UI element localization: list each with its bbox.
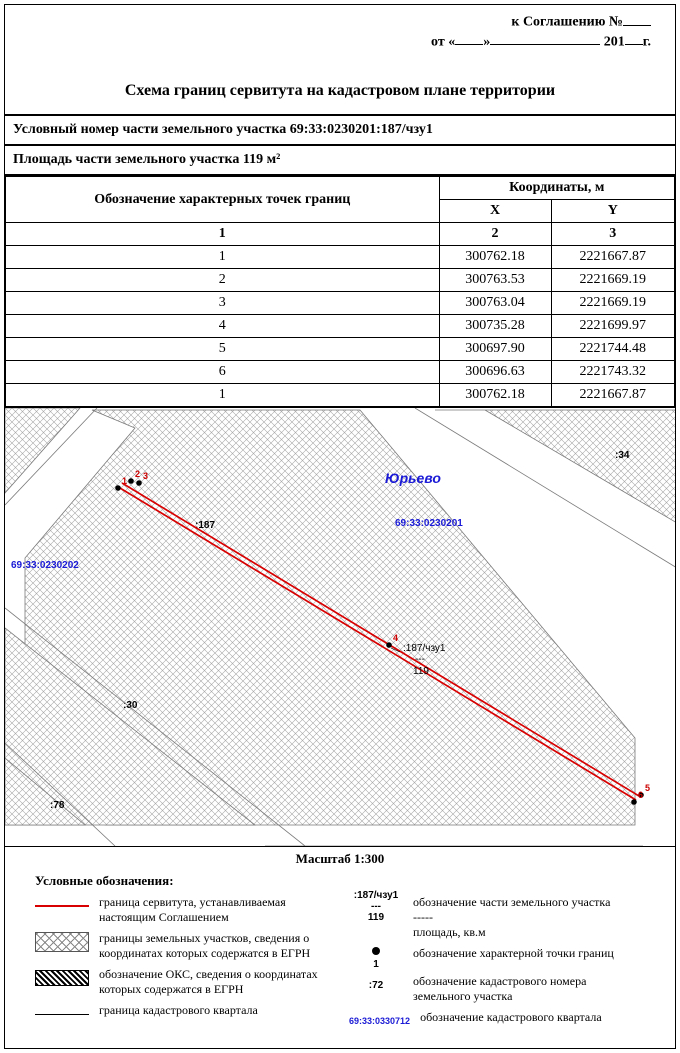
svg-text::30: :30 [123, 700, 138, 711]
col-y: Y [551, 200, 674, 223]
legend-symbol: 1 [349, 946, 403, 968]
table-cell: 6 [6, 361, 440, 384]
table-cell: 300762.18 [439, 246, 551, 269]
legend-symbol [35, 931, 89, 953]
table-cell: 2221744.48 [551, 338, 674, 361]
table-cell: 1 [6, 384, 440, 407]
table-cell: 2221743.32 [551, 361, 674, 384]
table-cell: 300735.28 [439, 315, 551, 338]
legend-title: Условные обозначения: [35, 873, 645, 889]
table-cell: 2221669.19 [551, 269, 674, 292]
legend-text: граница кадастрового квартала [99, 1003, 331, 1018]
table-cell: 300763.04 [439, 292, 551, 315]
col-point-header: Обозначение характерных точек границ [6, 177, 440, 223]
table-row: 4300735.282221699.97 [6, 315, 675, 338]
svg-text:6: 6 [638, 790, 643, 800]
legend: Условные обозначения: граница сервитута,… [5, 873, 675, 1048]
document-title: Схема границ сервитута на кадастровом пл… [5, 54, 675, 114]
legend-symbol: 69:33:0330712 [349, 1010, 410, 1032]
svg-text:1: 1 [122, 476, 127, 486]
legend-row: границы земельных участков, сведения о к… [35, 931, 331, 961]
year-blank [625, 33, 643, 46]
document-page: к Соглашению № от «» 201г. Схема границ … [4, 4, 676, 1049]
legend-symbol: :187/чзу1---119 [349, 895, 403, 917]
svg-text:Юрьево: Юрьево [385, 470, 441, 486]
svg-text:69:33:0230202: 69:33:0230202 [11, 560, 79, 571]
svg-text:69:33:0230201: 69:33:0230201 [395, 518, 463, 529]
table-row: 3300763.042221669.19 [6, 292, 675, 315]
svg-text:5: 5 [645, 783, 650, 793]
legend-text: обозначение кадастрового номера земельно… [413, 974, 645, 1004]
legend-row: 69:33:0330712 обозначение кадастрового кв… [349, 1010, 645, 1032]
col-coord-header: Координаты, м [439, 177, 674, 200]
svg-text:119: 119 [413, 666, 429, 677]
table-row: 5300697.902221744.48 [6, 338, 675, 361]
table-cell: 300697.90 [439, 338, 551, 361]
hdr-2: 2 [439, 223, 551, 246]
parcel-number-band: Условный номер части земельного участка … [5, 114, 675, 146]
agreement-line2: от «» 201г. [5, 33, 651, 51]
svg-text:---: --- [415, 654, 425, 665]
legend-text: обозначение ОКС, сведения о координатах … [99, 967, 331, 997]
legend-text: граница сервитута, устанавливаемая насто… [99, 895, 331, 925]
agreement-line1: к Соглашению № [5, 13, 651, 31]
table-cell: 1 [6, 246, 440, 269]
table-row: 1300762.182221667.87 [6, 384, 675, 407]
legend-text: обозначение кадастрового квартала [420, 1010, 645, 1025]
svg-text::187/чзу1: :187/чзу1 [403, 643, 446, 654]
table-row: 2300763.532221669.19 [6, 269, 675, 292]
day-blank [455, 33, 483, 46]
legend-symbol [35, 967, 89, 989]
legend-symbol: :72 [349, 974, 403, 996]
legend-symbol [35, 895, 89, 917]
table-cell: 300762.18 [439, 384, 551, 407]
table-cell: 2 [6, 269, 440, 292]
cadastral-map: :187:30:78:34123456Юрьево69:33:023020169… [5, 407, 675, 847]
legend-row: 1 обозначение характерной точки границ [349, 946, 645, 968]
table-row: 6300696.632221743.32 [6, 361, 675, 384]
month-blank [490, 33, 600, 46]
agreement-reference: к Соглашению № от «» 201г. [5, 5, 675, 54]
agreement-prefix: к Соглашению № [511, 15, 623, 30]
svg-text:2: 2 [135, 469, 140, 479]
table-cell: 300763.53 [439, 269, 551, 292]
hdr-1: 1 [6, 223, 440, 246]
table-cell: 300696.63 [439, 361, 551, 384]
table-cell: 2221669.19 [551, 292, 674, 315]
col-x: X [439, 200, 551, 223]
map-svg: :187:30:78:34123456Юрьево69:33:023020169… [5, 408, 675, 847]
table-cell: 2221667.87 [551, 384, 674, 407]
parcel-area-band: Площадь части земельного участка 119 м² [5, 146, 675, 176]
table-cell: 4 [6, 315, 440, 338]
legend-row: граница кадастрового квартала [35, 1003, 331, 1025]
legend-row: :72 обозначение кадастрового номера земел… [349, 974, 645, 1004]
agreement-number-blank [623, 13, 651, 26]
svg-text:4: 4 [393, 633, 398, 643]
table-cell: 5 [6, 338, 440, 361]
legend-row: граница сервитута, устанавливаемая насто… [35, 895, 331, 925]
legend-text: границы земельных участков, сведения о к… [99, 931, 331, 961]
table-cell: 2221667.87 [551, 246, 674, 269]
legend-row: :187/чзу1---119 обозначение части земельн… [349, 895, 645, 940]
legend-row: обозначение ОКС, сведения о координатах … [35, 967, 331, 997]
coordinates-body: 1300762.182221667.872300763.532221669.19… [6, 246, 675, 407]
coordinates-table: Обозначение характерных точек границ Коо… [5, 176, 675, 407]
legend-text: обозначение характерной точки границ [413, 946, 645, 961]
legend-right-column: :187/чзу1---119 обозначение части земельн… [349, 895, 645, 1038]
table-cell: 3 [6, 292, 440, 315]
table-cell: 2221699.97 [551, 315, 674, 338]
svg-text::78: :78 [50, 800, 65, 811]
legend-text: обозначение части земельного участка----… [413, 895, 645, 940]
map-scale: Масштаб 1:300 [5, 847, 675, 873]
legend-left-column: граница сервитута, устанавливаемая насто… [35, 895, 331, 1038]
legend-symbol [35, 1003, 89, 1025]
hdr-3: 3 [551, 223, 674, 246]
svg-text::34: :34 [615, 450, 630, 461]
table-row: 1300762.182221667.87 [6, 246, 675, 269]
svg-text:3: 3 [143, 471, 148, 481]
